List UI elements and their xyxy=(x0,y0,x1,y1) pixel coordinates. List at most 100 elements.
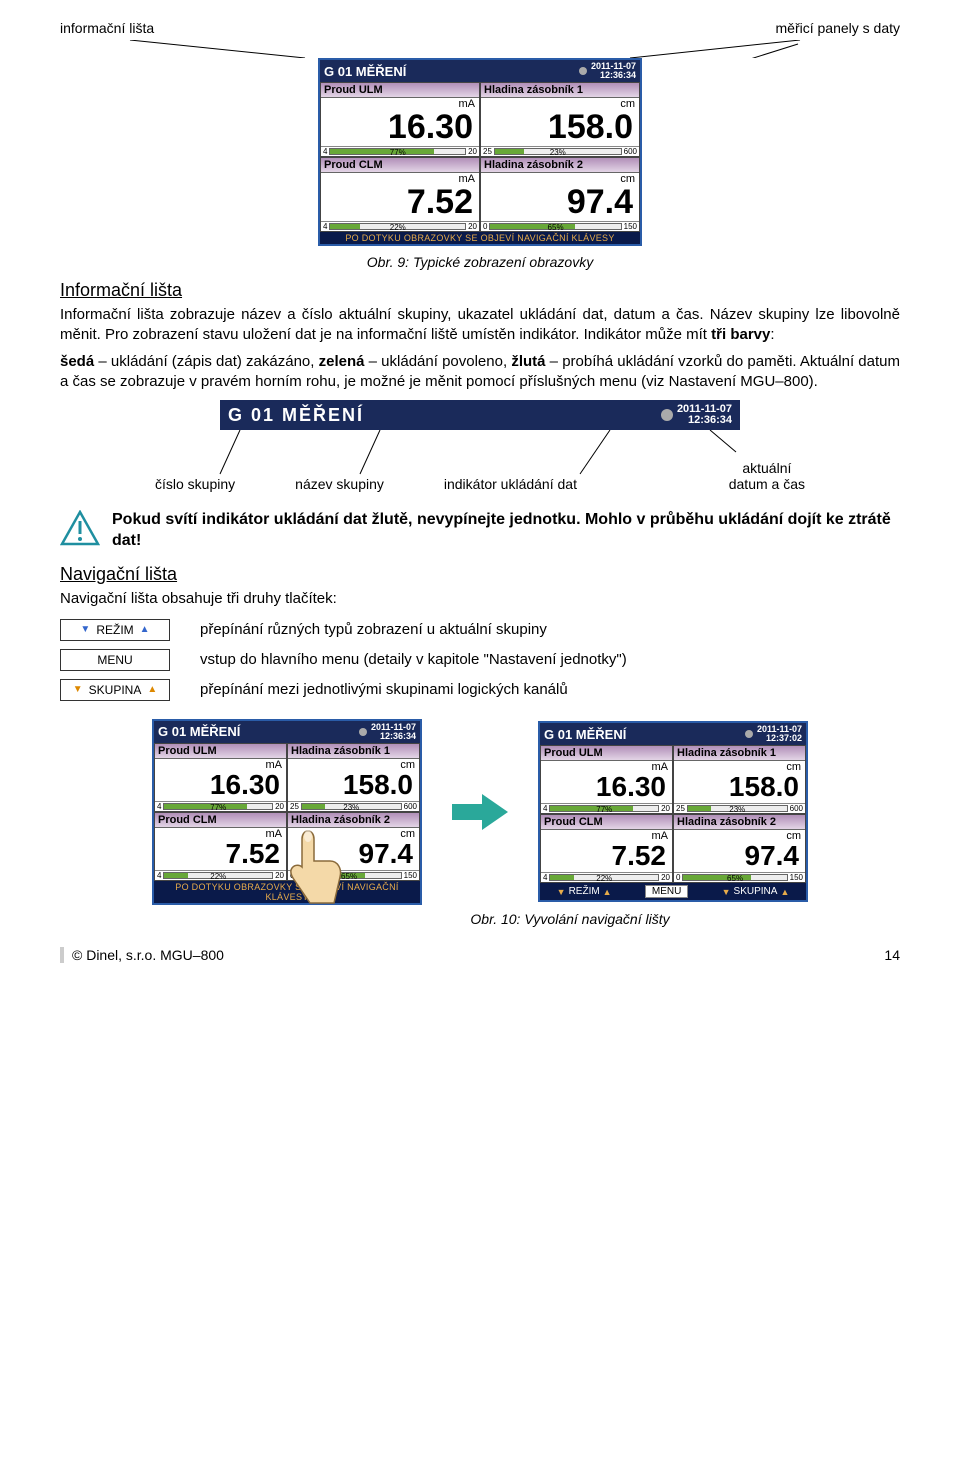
panel-min: 25 xyxy=(483,147,492,156)
nav-description-row: ▼REŽIM▲přepínání různých typů zobrazení … xyxy=(60,619,900,641)
panel-pct: 65% xyxy=(548,223,564,232)
panel-bar: 477%20 xyxy=(321,146,479,156)
panel-value: 16.30 xyxy=(155,771,286,801)
panel-min: 0 xyxy=(483,222,487,231)
panel-title: Proud ULM xyxy=(155,744,286,759)
figure-10-caption: Obr. 10: Vyvolání navigační lišty xyxy=(240,911,900,927)
arrow-down-icon: ▼ xyxy=(80,624,90,635)
nav-button-label: REŽIM xyxy=(96,623,133,637)
panel-pct: 77% xyxy=(210,803,226,812)
panel-min: 4 xyxy=(323,147,327,156)
text-bold: zelená xyxy=(319,353,365,370)
group-label-big: G 01 MĚŘENÍ xyxy=(228,405,364,426)
panel-bar: 477%20 xyxy=(155,801,286,811)
panel-bar: 422%20 xyxy=(321,221,479,231)
panel-title: Proud ULM xyxy=(541,746,672,761)
panel-max: 20 xyxy=(275,802,284,811)
callout-lines xyxy=(60,40,880,58)
text-span: : xyxy=(770,326,774,343)
warning-text: Pokud svítí indikátor ukládání dat žlutě… xyxy=(112,510,900,552)
nav-button-description: přepínání mezi jednotlivými skupinami lo… xyxy=(200,681,568,698)
panel-value: 16.30 xyxy=(321,110,479,146)
nav-rezim-label: REŽIM xyxy=(569,886,600,897)
panel-pct: 22% xyxy=(596,874,612,883)
heading-nav-bar: Navigační lišta xyxy=(60,564,900,585)
nav-strip[interactable]: ▼REŽIM▲ MENU ▼SKUPINA▲ xyxy=(540,883,806,900)
panel-value: 7.52 xyxy=(321,185,479,221)
panel-bar: 422%20 xyxy=(541,872,672,882)
panel-pct: 23% xyxy=(729,805,745,814)
panel-title: Proud CLM xyxy=(321,158,479,173)
measurement-panel: Proud CLMmA7.52422%20 xyxy=(540,814,673,883)
measurement-panel: Hladina zásobník 2cm97.4065%150 xyxy=(480,157,640,232)
panel-min: 4 xyxy=(543,804,547,813)
transition-arrow xyxy=(450,792,510,832)
hand-pointer-icon xyxy=(280,821,350,911)
panel-bar: 0 65% 150 xyxy=(481,221,639,231)
panel-title: Hladina zásobník 1 xyxy=(288,744,419,759)
panel-title: Hladina zásobník 2 xyxy=(674,815,805,830)
time-label-big: 12:36:34 xyxy=(688,414,732,426)
device-screen-after: G 01 MĚŘENÍ 2011-11-0712:37:02 Proud ULM… xyxy=(538,721,808,902)
panel-value: 97.4 xyxy=(674,842,805,872)
panel-pct: 77% xyxy=(596,805,612,814)
time-label: 12:36:34 xyxy=(600,70,636,80)
text-bold: šedá xyxy=(60,353,94,370)
text-span: – ukládání (zápis dat) zakázáno, xyxy=(94,353,318,370)
panel-min: 4 xyxy=(323,222,327,231)
panel-title: Hladina zásobník 1 xyxy=(481,83,639,98)
panel-max: 20 xyxy=(661,804,670,813)
group-label: G 01 MĚŘENÍ xyxy=(324,64,406,79)
panel-max: 600 xyxy=(624,147,637,156)
nav-button-label: MENU xyxy=(97,653,132,667)
panel-max: 150 xyxy=(790,873,803,882)
device-screen-main: G 01 MĚŘENÍ 2011-11-0712:36:34 Proud ULM… xyxy=(318,58,642,246)
arrow-dn-icon: ▼ xyxy=(557,887,566,897)
warning-icon xyxy=(60,510,100,546)
measurement-panel: Proud ULMmA16.30477%20 xyxy=(540,745,673,814)
save-indicator-dot xyxy=(579,67,587,75)
nav-skupina-label: SKUPINA xyxy=(734,886,778,897)
save-indicator-dot-big xyxy=(661,409,673,421)
group-label-s1: G 01 MĚŘENÍ xyxy=(158,724,240,739)
nav-menu-button[interactable]: MENU xyxy=(645,885,688,898)
status-strip: PO DOTYKU OBRAZOVKY SE OBJEVÍ NAVIGAČNÍ … xyxy=(320,232,640,244)
arrow-dn-icon: ▼ xyxy=(722,887,731,897)
panel-max: 600 xyxy=(790,804,803,813)
measurement-panel: Proud ULMmA16.30477%20 xyxy=(154,743,287,812)
panel-bar: 065%150 xyxy=(674,872,805,882)
nav-description-row: ▼SKUPINA▲ přepínání mezi jednotlivými sku… xyxy=(60,679,900,701)
panel-bar: 4 77% 20 xyxy=(541,803,672,813)
measurement-panel: Hladina zásobník 1cm158.02523%600 xyxy=(673,745,806,814)
anno-datum: aktuální datum a čas xyxy=(729,460,805,492)
nav-button-label: SKUPINA xyxy=(89,683,142,697)
panels-grid: Proud ULMmA16.30477%20Hladina zásobník 1… xyxy=(320,82,640,232)
panel-max: 20 xyxy=(468,147,477,156)
panel-min: 4 xyxy=(543,873,547,882)
t-s2: 12:37:02 xyxy=(766,733,802,743)
panel-pct: 23% xyxy=(343,803,359,812)
panel-title: Proud CLM xyxy=(541,815,672,830)
panel-bar: 422%20 xyxy=(155,870,286,880)
panel-title: Hladina zásobník 2 xyxy=(481,158,639,173)
callout-right: měřicí panely s daty xyxy=(776,20,901,36)
nav-button-mock[interactable]: ▼SKUPINA▲ xyxy=(60,679,170,701)
nav-description-row: MENUvstup do hlavního menu (detaily v ka… xyxy=(60,649,900,671)
dot-s2 xyxy=(745,730,753,738)
nav-button-mock[interactable]: ▼REŽIM▲ xyxy=(60,619,170,641)
panel-title: Proud ULM xyxy=(321,83,479,98)
footer-page-number: 14 xyxy=(884,947,900,963)
panel-min: 25 xyxy=(290,802,299,811)
nav-button-mock[interactable]: MENU xyxy=(60,649,170,671)
info-bar: G 01 MĚŘENÍ 2011-11-0712:36:34 xyxy=(320,60,640,82)
panel-max: 150 xyxy=(624,222,637,231)
panel-title: Hladina zásobník 1 xyxy=(674,746,805,761)
panel-bar: 2523%600 xyxy=(481,146,639,156)
paragraph-info-2: šedá – ukládání (zápis dat) zakázáno, ze… xyxy=(60,352,900,393)
group-label-s2: G 01 MĚŘENÍ xyxy=(544,727,626,742)
measurement-panel: Hladina zásobník 2cm97.4065%150 xyxy=(673,814,806,883)
panel-bar: 2523%600 xyxy=(288,801,419,811)
dot-s1 xyxy=(359,728,367,736)
t-s1: 12:36:34 xyxy=(380,731,416,741)
panel-value: 158.0 xyxy=(674,773,805,803)
